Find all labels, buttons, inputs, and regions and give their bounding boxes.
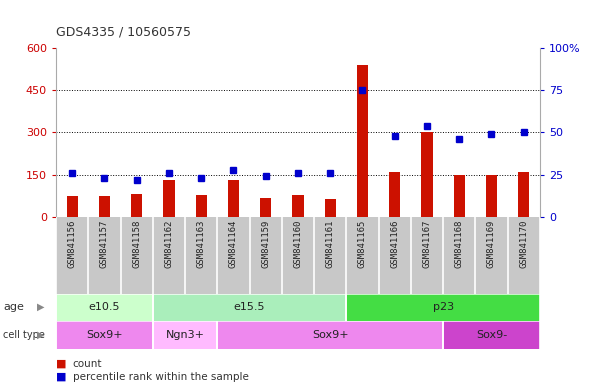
Text: GDS4335 / 10560575: GDS4335 / 10560575 xyxy=(56,25,191,38)
Bar xyxy=(56,294,153,321)
Text: ▶: ▶ xyxy=(37,302,44,312)
Text: GSM841165: GSM841165 xyxy=(358,219,367,268)
Text: e15.5: e15.5 xyxy=(234,302,266,312)
Text: p23: p23 xyxy=(432,302,454,312)
Text: ■: ■ xyxy=(56,359,67,369)
Text: GSM841168: GSM841168 xyxy=(455,219,464,268)
Bar xyxy=(346,294,540,321)
Text: GSM841156: GSM841156 xyxy=(68,219,77,268)
Text: ■: ■ xyxy=(56,372,67,382)
Bar xyxy=(443,321,540,349)
Text: GSM841166: GSM841166 xyxy=(390,219,399,268)
Bar xyxy=(260,198,271,217)
Text: GSM841170: GSM841170 xyxy=(519,219,528,268)
Text: GSM841160: GSM841160 xyxy=(293,219,303,268)
Bar xyxy=(357,65,368,217)
Bar xyxy=(99,196,110,217)
Text: GSM841161: GSM841161 xyxy=(326,219,335,268)
Text: e10.5: e10.5 xyxy=(88,302,120,312)
Text: count: count xyxy=(73,359,102,369)
Bar xyxy=(163,180,175,217)
Text: GSM841164: GSM841164 xyxy=(229,219,238,268)
Text: percentile rank within the sample: percentile rank within the sample xyxy=(73,372,248,382)
Bar xyxy=(389,172,401,217)
Bar xyxy=(324,199,336,217)
Bar xyxy=(56,321,153,349)
Text: Sox9+: Sox9+ xyxy=(312,330,349,340)
Text: GSM841158: GSM841158 xyxy=(132,219,141,268)
Bar xyxy=(454,175,465,217)
Bar xyxy=(228,180,239,217)
Bar xyxy=(153,294,346,321)
Text: GSM841157: GSM841157 xyxy=(100,219,109,268)
Text: Sox9-: Sox9- xyxy=(476,330,507,340)
Bar xyxy=(421,132,432,217)
Bar xyxy=(518,172,529,217)
Text: GSM841167: GSM841167 xyxy=(422,219,431,268)
Text: GSM841159: GSM841159 xyxy=(261,219,270,268)
Bar xyxy=(195,195,207,217)
Text: GSM841169: GSM841169 xyxy=(487,219,496,268)
Bar xyxy=(486,175,497,217)
Bar xyxy=(153,321,217,349)
Text: Ngn3+: Ngn3+ xyxy=(166,330,205,340)
Bar xyxy=(292,195,304,217)
Text: age: age xyxy=(3,302,24,312)
Bar xyxy=(67,196,78,217)
Bar xyxy=(131,194,142,217)
Text: ▶: ▶ xyxy=(37,330,44,340)
Text: GSM841162: GSM841162 xyxy=(165,219,173,268)
Text: GSM841163: GSM841163 xyxy=(196,219,206,268)
Text: cell type: cell type xyxy=(3,330,45,340)
Bar xyxy=(217,321,443,349)
Text: Sox9+: Sox9+ xyxy=(86,330,123,340)
